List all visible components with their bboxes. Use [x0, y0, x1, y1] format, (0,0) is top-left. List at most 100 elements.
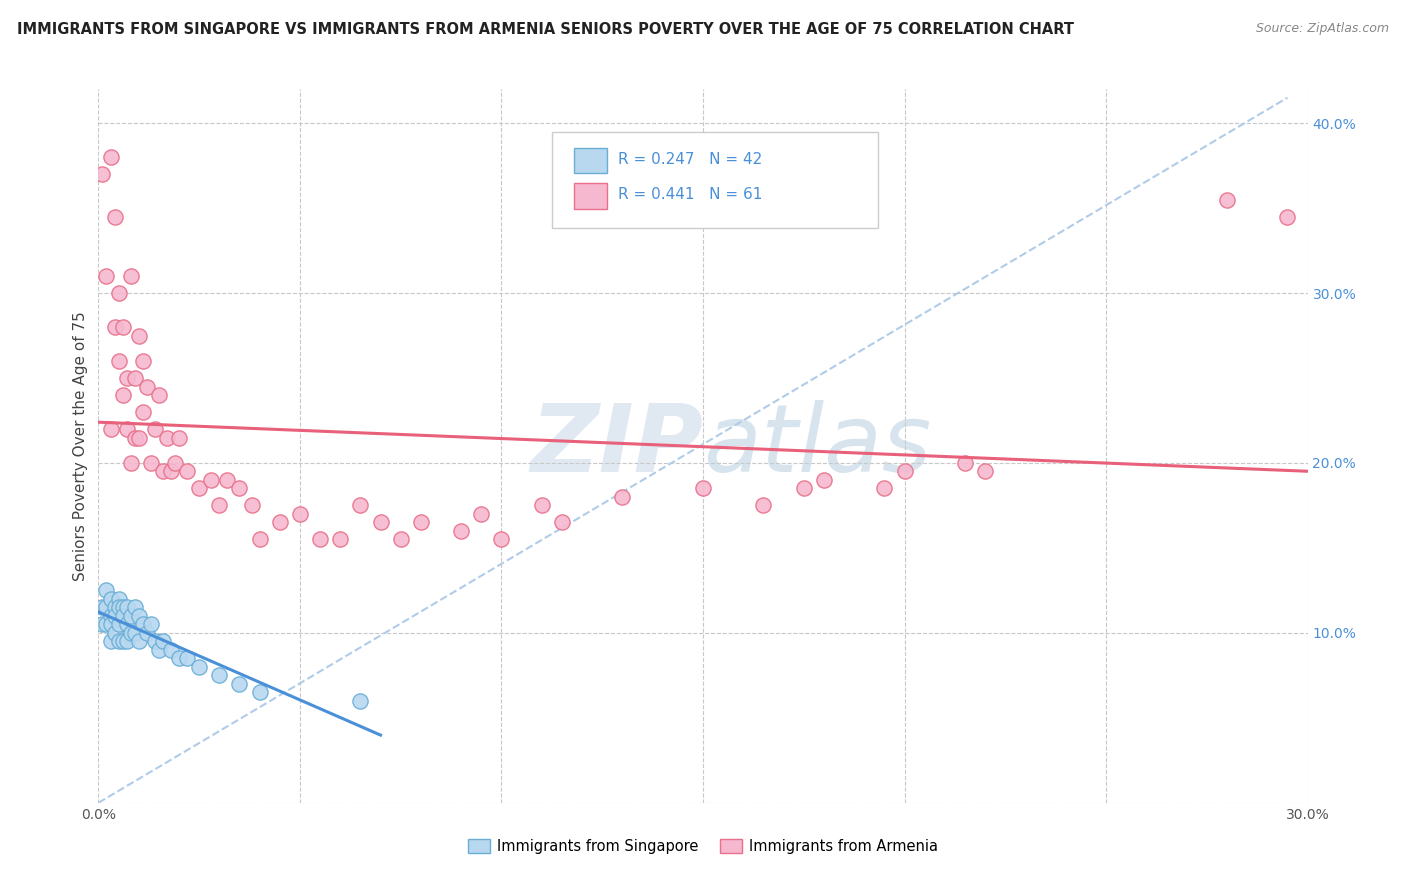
Point	[240, 499, 263, 513]
Point	[450, 524, 472, 538]
Point	[103, 626, 125, 640]
Point	[249, 685, 271, 699]
Point	[167, 430, 190, 444]
Point	[132, 354, 155, 368]
Point	[152, 634, 174, 648]
Point	[115, 600, 138, 615]
Point	[91, 167, 114, 181]
Point	[124, 600, 146, 615]
Point	[160, 465, 183, 479]
FancyBboxPatch shape	[574, 148, 607, 173]
Point	[107, 591, 129, 606]
Point	[111, 320, 134, 334]
Point	[115, 371, 138, 385]
Point	[893, 465, 915, 479]
Text: R = 0.247   N = 42: R = 0.247 N = 42	[619, 152, 762, 167]
Point	[111, 388, 134, 402]
Point	[249, 533, 271, 547]
Text: ZIP: ZIP	[530, 400, 703, 492]
Point	[107, 600, 129, 615]
Point	[139, 617, 162, 632]
Point	[107, 354, 129, 368]
Legend: Immigrants from Singapore, Immigrants from Armenia: Immigrants from Singapore, Immigrants fr…	[463, 832, 943, 860]
Point	[107, 617, 129, 632]
Point	[135, 626, 157, 640]
Point	[124, 626, 146, 640]
Point	[349, 694, 371, 708]
Point	[217, 473, 239, 487]
Text: IMMIGRANTS FROM SINGAPORE VS IMMIGRANTS FROM ARMENIA SENIORS POVERTY OVER THE AG: IMMIGRANTS FROM SINGAPORE VS IMMIGRANTS …	[17, 22, 1074, 37]
Point	[349, 499, 371, 513]
Point	[96, 583, 118, 598]
Point	[115, 617, 138, 632]
Point	[100, 150, 122, 164]
Point	[409, 516, 432, 530]
Point	[120, 608, 142, 623]
Point	[120, 626, 142, 640]
Point	[176, 651, 198, 665]
Point	[309, 533, 332, 547]
Point	[139, 456, 162, 470]
Point	[128, 608, 150, 623]
Point	[1277, 210, 1299, 224]
Point	[120, 269, 142, 284]
Point	[491, 533, 513, 547]
Point	[103, 600, 125, 615]
Y-axis label: Seniors Poverty Over the Age of 75: Seniors Poverty Over the Age of 75	[73, 311, 89, 581]
Point	[128, 430, 150, 444]
Point	[873, 482, 896, 496]
Point	[288, 507, 311, 521]
Point	[974, 465, 997, 479]
Point	[115, 422, 138, 436]
Point	[152, 465, 174, 479]
Point	[96, 269, 118, 284]
Point	[128, 328, 150, 343]
Point	[132, 405, 155, 419]
Point	[228, 482, 250, 496]
Point	[1216, 193, 1239, 207]
Point	[103, 320, 125, 334]
Point	[163, 456, 186, 470]
Point	[793, 482, 815, 496]
Point	[167, 651, 190, 665]
Point	[107, 634, 129, 648]
Point	[143, 422, 166, 436]
Point	[103, 608, 125, 623]
Point	[103, 210, 125, 224]
Point	[91, 600, 114, 615]
Point	[111, 634, 134, 648]
Point	[124, 430, 146, 444]
Point	[111, 608, 134, 623]
Point	[813, 473, 835, 487]
Point	[692, 482, 714, 496]
Point	[160, 643, 183, 657]
Text: Source: ZipAtlas.com: Source: ZipAtlas.com	[1256, 22, 1389, 36]
Point	[111, 600, 134, 615]
Point	[329, 533, 352, 547]
Point	[188, 482, 211, 496]
Point	[269, 516, 291, 530]
Point	[143, 634, 166, 648]
Point	[91, 617, 114, 632]
Point	[228, 677, 250, 691]
Point	[135, 379, 157, 393]
Point	[200, 473, 222, 487]
Point	[128, 634, 150, 648]
Text: R = 0.441   N = 61: R = 0.441 N = 61	[619, 187, 762, 202]
Point	[100, 608, 122, 623]
Point	[100, 634, 122, 648]
Point	[551, 516, 574, 530]
Point	[470, 507, 492, 521]
Point	[96, 600, 118, 615]
Point	[752, 499, 775, 513]
Point	[208, 668, 231, 682]
Point	[100, 617, 122, 632]
Point	[370, 516, 392, 530]
Point	[100, 591, 122, 606]
Point	[208, 499, 231, 513]
FancyBboxPatch shape	[551, 132, 879, 228]
Point	[100, 422, 122, 436]
Point	[953, 456, 976, 470]
Point	[124, 371, 146, 385]
Point	[188, 660, 211, 674]
